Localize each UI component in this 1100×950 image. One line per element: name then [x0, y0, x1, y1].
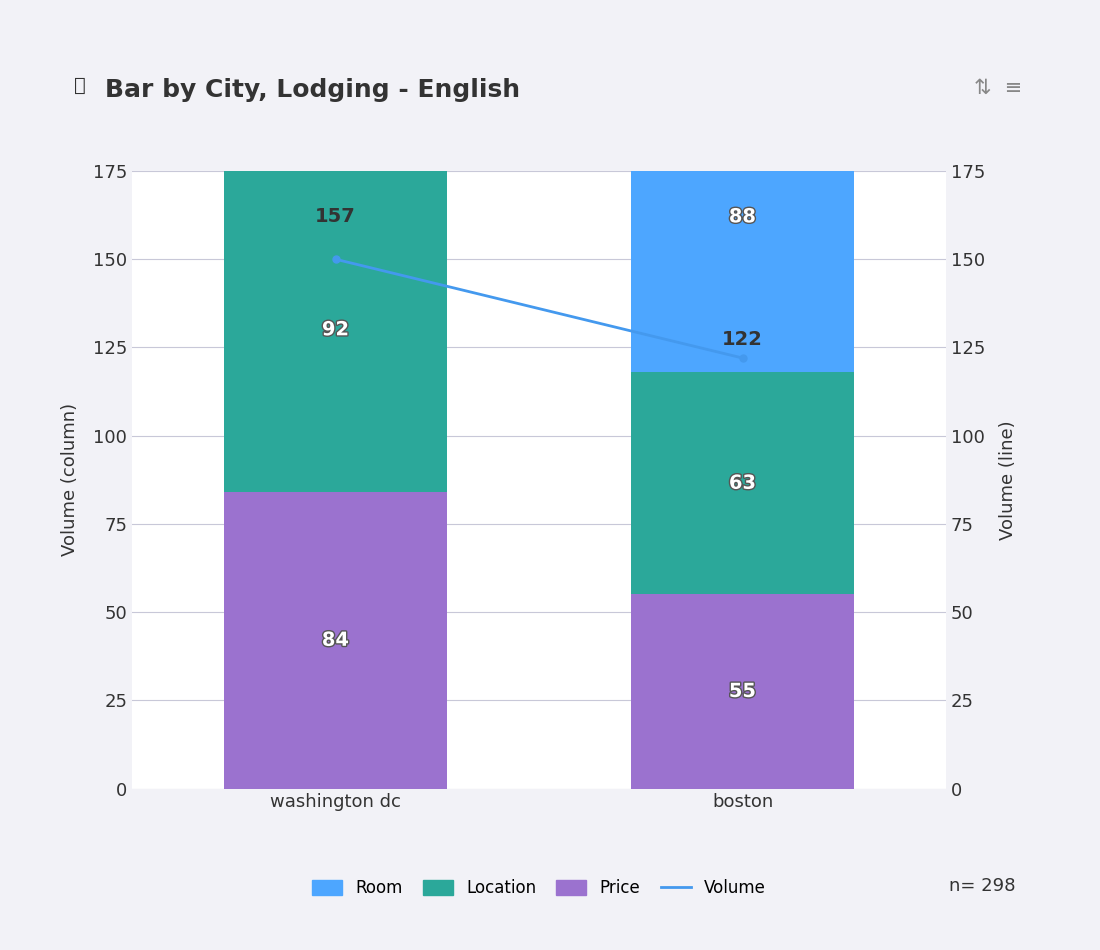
Point: [327, 252, 344, 267]
Text: 63: 63: [729, 474, 756, 493]
Text: 88: 88: [729, 207, 756, 226]
Legend: Room, Location, Price, Volume: Room, Location, Price, Volume: [304, 871, 774, 905]
Bar: [223, 492, 448, 788]
Text: n= 298: n= 298: [949, 877, 1015, 895]
Y-axis label: Volume (line): Volume (line): [999, 420, 1018, 540]
Text: Bar by City, Lodging - English: Bar by City, Lodging - English: [106, 78, 520, 103]
Text: 157: 157: [315, 207, 356, 226]
Text: ⇅  ≡: ⇅ ≡: [974, 78, 1022, 98]
Bar: [223, 0, 448, 167]
Text: 55: 55: [729, 682, 756, 701]
Y-axis label: Volume (column): Volume (column): [60, 403, 79, 557]
Point: [734, 351, 751, 366]
Text: 92: 92: [322, 320, 349, 339]
Bar: [630, 372, 855, 595]
Text: 84: 84: [322, 631, 349, 650]
Text: 122: 122: [722, 331, 763, 350]
Bar: [223, 167, 448, 492]
Text: ⛉: ⛉: [75, 76, 86, 95]
Bar: [630, 595, 855, 788]
Bar: [630, 62, 855, 372]
